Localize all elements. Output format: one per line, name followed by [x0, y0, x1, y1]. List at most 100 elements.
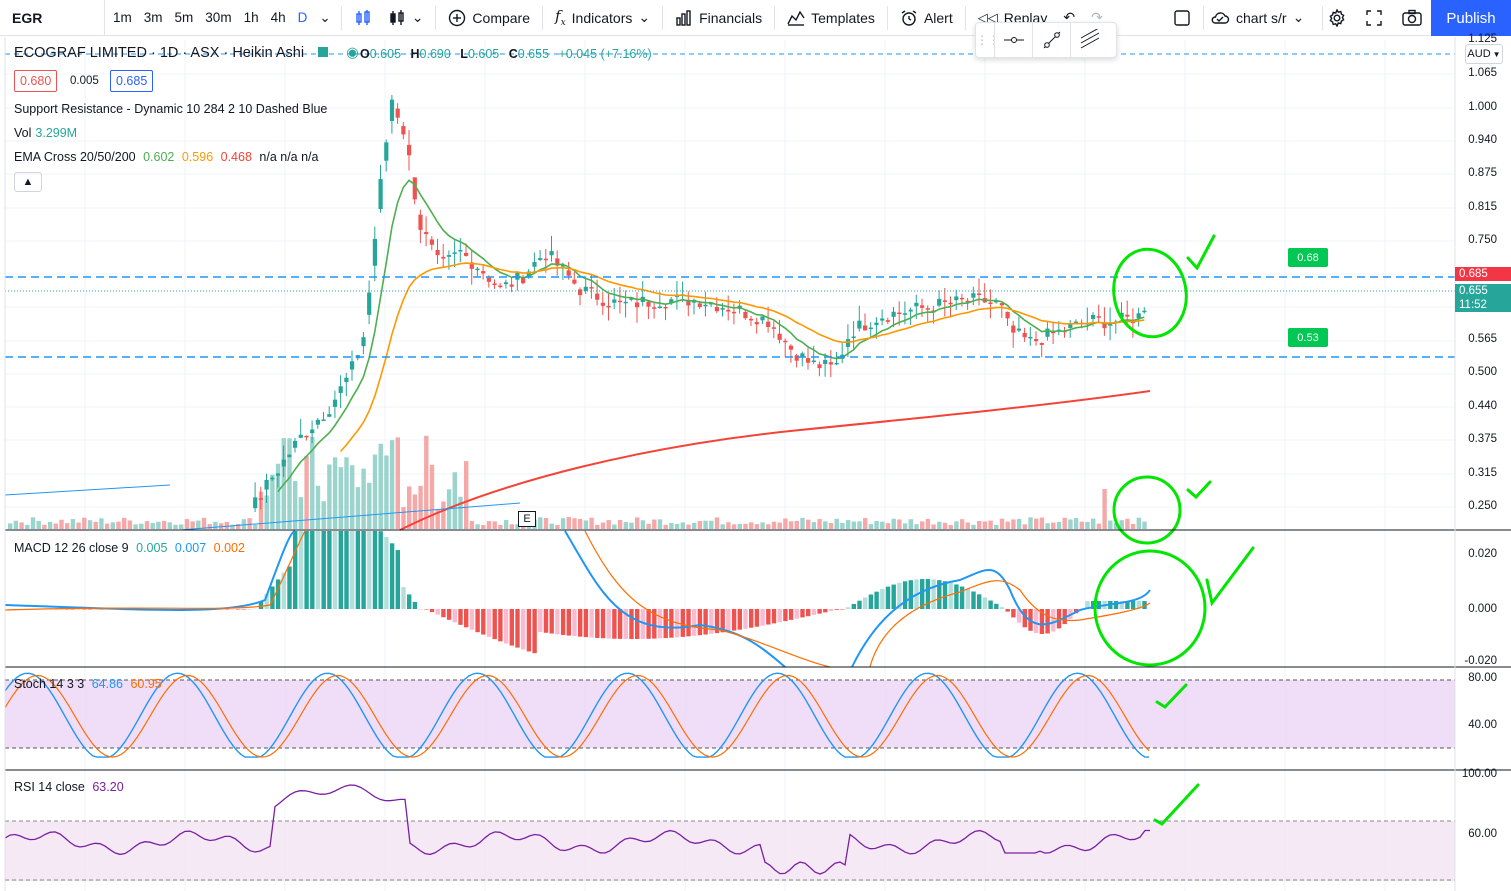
candle-style-button[interactable]: [346, 0, 380, 36]
volume-bar: [486, 521, 492, 529]
interval-4h[interactable]: 4h: [270, 10, 286, 25]
compare-button[interactable]: Compare: [440, 0, 538, 36]
candle-body: [412, 177, 417, 200]
candle-body: [441, 256, 446, 259]
macd-histogram-bar: [851, 603, 856, 609]
interval-1h[interactable]: 1h: [243, 10, 259, 25]
candle-body: [908, 309, 913, 312]
interval-3m[interactable]: 3m: [143, 10, 163, 25]
resistance-level-tag[interactable]: 0.68: [1288, 248, 1328, 267]
chart-canvas[interactable]: [0, 37, 1511, 891]
macd-histogram-bar: [783, 609, 788, 622]
volume-bar: [389, 440, 395, 529]
candle-body: [606, 305, 611, 308]
volume-bar: [395, 437, 400, 529]
interval-d[interactable]: D: [297, 10, 308, 25]
drag-handle-icon[interactable]: ⋮⋮: [976, 33, 1000, 47]
macd-histogram-bar: [65, 609, 70, 610]
symbol-search[interactable]: EGR: [0, 0, 105, 36]
volume-bar: [25, 524, 30, 529]
volume-bar: [76, 522, 81, 529]
candle-body: [1016, 328, 1022, 331]
macd-histogram-bar: [1051, 609, 1056, 632]
macd-histogram-bar: [612, 609, 617, 639]
macd-histogram-bar: [538, 609, 543, 632]
layout-button[interactable]: chart s/r ⌄: [1202, 0, 1312, 36]
macd-histogram-bar: [806, 609, 811, 617]
snapshot-button[interactable]: [1394, 0, 1430, 36]
support-level-tag[interactable]: 0.53: [1288, 328, 1328, 347]
vol-legend: Vol 3.299M: [14, 126, 78, 140]
pane-dividers: [4, 37, 1511, 891]
volume-bar: [82, 517, 87, 529]
candle-body: [509, 284, 514, 287]
volume-bar: [218, 523, 224, 529]
buy-price-box[interactable]: 0.685: [110, 70, 154, 92]
interval-30m[interactable]: 30m: [205, 10, 232, 25]
sell-price-box[interactable]: 0.680: [14, 70, 58, 92]
macd-histogram-bar: [310, 531, 315, 609]
volume-bar: [435, 509, 440, 529]
eye-icon[interactable]: ◉: [346, 45, 359, 61]
interval-5m[interactable]: 5m: [174, 10, 194, 25]
financials-button[interactable]: Financials: [667, 0, 770, 36]
candle-body: [794, 355, 799, 361]
volume-bars: [8, 435, 1147, 529]
macd-histogram-bar: [389, 543, 395, 609]
volume-bar: [1130, 523, 1136, 529]
undo-button[interactable]: ↶: [1055, 0, 1083, 36]
volume-bar: [606, 520, 611, 529]
replay-button[interactable]: ◁◁ Replay: [970, 0, 1056, 36]
channel-icon: [1080, 29, 1099, 49]
settings-button[interactable]: [1320, 0, 1354, 36]
volume-bar: [139, 523, 144, 529]
circle-annotation: [1112, 475, 1182, 545]
candle-body: [635, 302, 640, 308]
volume-bar: [731, 524, 737, 529]
candle-body: [521, 277, 526, 284]
templates-button[interactable]: Templates: [779, 0, 883, 36]
interval-1m[interactable]: 1m: [113, 10, 132, 25]
volume-bar: [110, 522, 115, 529]
macd-histogram-bar: [503, 609, 509, 644]
support-resistance-lines: [5, 53, 1455, 358]
volume-bar: [458, 496, 463, 529]
chart-type-button[interactable]: ⌄: [380, 0, 432, 36]
fullscreen-button[interactable]: [1357, 0, 1391, 36]
volume-bar: [378, 443, 383, 529]
macd-histogram-bar: [771, 609, 777, 624]
trend-line-tool[interactable]: [1032, 23, 1070, 57]
fullscreen-layout-button[interactable]: [1165, 0, 1199, 36]
candle-body: [800, 353, 805, 358]
macd-histogram-bar: [1062, 609, 1067, 625]
earnings-marker[interactable]: E: [518, 511, 536, 527]
candle-body: [560, 265, 566, 267]
horizontal-line-tool[interactable]: [994, 23, 1032, 57]
interval-dropdown[interactable]: ⌄: [313, 0, 336, 36]
trend-line: [179, 502, 521, 531]
publish-button[interactable]: Publish: [1431, 0, 1511, 36]
redo-button[interactable]: ↷: [1083, 0, 1111, 36]
macd-histogram-bar: [82, 609, 87, 610]
volume-bar: [93, 521, 98, 529]
collapse-legend-button[interactable]: ▲: [14, 172, 42, 192]
candle-body: [361, 337, 366, 347]
redo-icon: ↷: [1091, 9, 1103, 25]
volume-bar: [566, 517, 571, 529]
volume-bar: [794, 520, 799, 529]
indicators-button[interactable]: fx Indicators ⌄: [547, 0, 658, 36]
volume-bar: [749, 522, 754, 529]
candle-body: [977, 293, 982, 296]
volume-bar: [1125, 518, 1130, 529]
templates-label: Templates: [811, 9, 875, 26]
alert-button[interactable]: Alert: [892, 0, 961, 36]
macd-axis-label: 0.020: [1468, 548, 1497, 560]
volume-bar: [703, 520, 708, 529]
alarm-clock-icon: [901, 9, 917, 26]
stoch-band: [5, 680, 1455, 748]
currency-selector[interactable]: AUD ▼: [1465, 44, 1503, 64]
volume-bar: [971, 524, 976, 529]
price-axis-label: 0.440: [1468, 400, 1497, 412]
parallel-channel-tool[interactable]: [1070, 23, 1108, 57]
check-mark-annotation: [1153, 783, 1200, 826]
